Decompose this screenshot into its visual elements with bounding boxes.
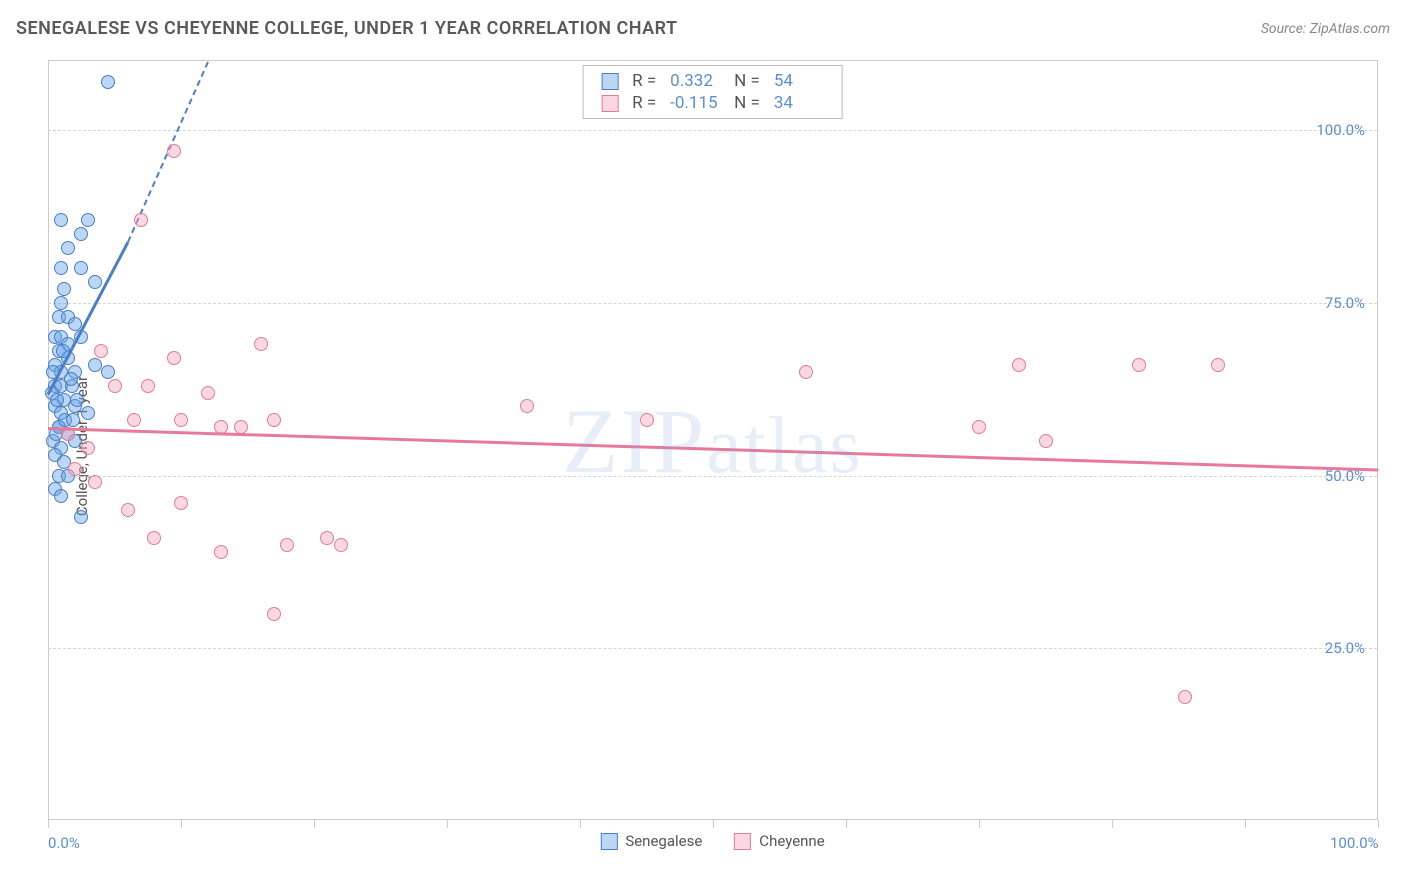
x-tick (314, 820, 315, 828)
y-tick-label: 25.0% (1325, 639, 1365, 657)
legend-swatch (734, 833, 751, 850)
data-point (81, 406, 95, 420)
series-legend: Senegalese Cheyenne (600, 832, 824, 850)
data-point (54, 213, 68, 227)
data-point (50, 393, 64, 407)
legend-item: Cheyenne (734, 832, 824, 850)
data-point (174, 413, 188, 427)
data-point (320, 531, 334, 545)
x-tick (181, 820, 182, 828)
legend-swatch (600, 833, 617, 850)
data-point (74, 261, 88, 275)
data-point (64, 372, 78, 386)
grid-line (48, 648, 1377, 649)
chart-area: 25.0%50.0%75.0%100.0%0.0%100.0% ZIPatlas… (48, 60, 1378, 820)
data-point (799, 365, 813, 379)
data-point (334, 538, 348, 552)
data-point (68, 462, 82, 476)
data-point (94, 344, 108, 358)
data-point (121, 503, 135, 517)
data-point (108, 379, 122, 393)
y-tick-label: 75.0% (1325, 294, 1365, 312)
chart-header: SENEGALESE VS CHEYENNE COLLEGE, UNDER 1 … (16, 18, 1390, 39)
data-point (74, 227, 88, 241)
stats-r-value: -0.115 (670, 93, 720, 113)
data-point (640, 413, 654, 427)
x-tick (580, 820, 581, 828)
stats-n-label: N = (734, 93, 760, 113)
legend-item: Senegalese (600, 832, 702, 850)
data-point (101, 75, 115, 89)
data-point (201, 386, 215, 400)
x-tick (1112, 820, 1113, 828)
stats-n-value: 34 (774, 93, 824, 113)
grid-line (48, 476, 1377, 477)
data-point (66, 413, 80, 427)
data-point (214, 545, 228, 559)
trend-line (48, 427, 1378, 471)
data-point (61, 241, 75, 255)
data-point (1039, 434, 1053, 448)
chart-title: SENEGALESE VS CHEYENNE COLLEGE, UNDER 1 … (16, 18, 678, 39)
data-point (1012, 358, 1026, 372)
data-point (54, 296, 68, 310)
stats-r-label: R = (632, 93, 656, 113)
x-tick (979, 820, 980, 828)
data-point (81, 441, 95, 455)
x-tick-label: 0.0% (48, 834, 80, 852)
x-tick-label: 100.0% (1330, 834, 1379, 852)
x-tick (1378, 820, 1379, 828)
chart-source: Source: ZipAtlas.com (1261, 21, 1390, 37)
data-point (127, 413, 141, 427)
data-point (74, 510, 88, 524)
stats-n-value: 54 (774, 71, 824, 91)
data-point (267, 607, 281, 621)
data-point (57, 282, 71, 296)
x-tick (447, 820, 448, 828)
stats-r-value: 0.332 (670, 71, 720, 91)
data-point (54, 261, 68, 275)
data-point (174, 496, 188, 510)
data-point (134, 213, 148, 227)
x-tick (846, 820, 847, 828)
data-point (167, 351, 181, 365)
data-point (81, 213, 95, 227)
legend-swatch (601, 95, 618, 112)
data-point (88, 358, 102, 372)
data-point (254, 337, 268, 351)
data-point (167, 144, 181, 158)
data-point (70, 393, 84, 407)
grid-line (48, 130, 1377, 131)
data-point (972, 420, 986, 434)
stats-row: R = -0.115 N = 34 (601, 92, 824, 114)
y-tick-label: 100.0% (1316, 121, 1365, 139)
x-tick (1245, 820, 1246, 828)
stats-n-label: N = (734, 71, 760, 91)
legend-swatch (601, 73, 618, 90)
data-point (54, 489, 68, 503)
data-point (1132, 358, 1146, 372)
legend-label: Cheyenne (759, 832, 824, 850)
stats-box: R = 0.332 N = 54 R = -0.115 N = 34 (582, 65, 843, 119)
x-tick (713, 820, 714, 828)
data-point (280, 538, 294, 552)
x-tick (48, 820, 49, 828)
data-point (141, 379, 155, 393)
stats-row: R = 0.332 N = 54 (601, 70, 824, 92)
data-point (267, 413, 281, 427)
scatter-plot: 25.0%50.0%75.0%100.0%0.0%100.0% (48, 61, 1377, 820)
data-point (88, 275, 102, 289)
data-point (88, 475, 102, 489)
data-point (520, 399, 534, 413)
data-point (147, 531, 161, 545)
data-point (1178, 690, 1192, 704)
data-point (1211, 358, 1225, 372)
grid-line (48, 303, 1377, 304)
data-point (101, 365, 115, 379)
stats-r-label: R = (632, 71, 656, 91)
legend-label: Senegalese (625, 832, 702, 850)
